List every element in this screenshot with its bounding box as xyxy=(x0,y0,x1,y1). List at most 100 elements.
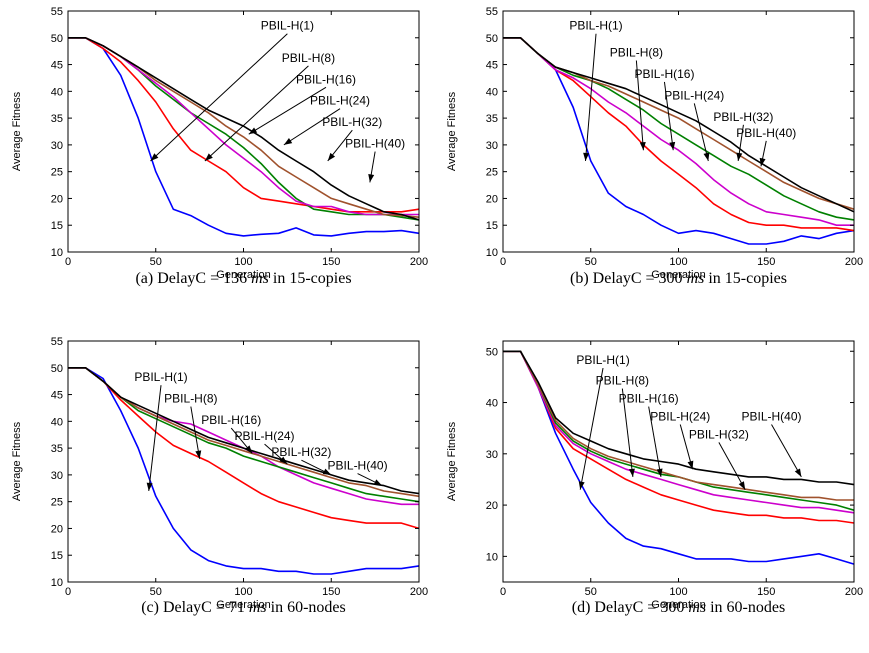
y-tick-label: 50 xyxy=(51,33,63,45)
annotation-arrow-line xyxy=(663,81,674,151)
y-tick-label: 20 xyxy=(51,523,63,535)
series-line-2 xyxy=(503,37,854,226)
annotation-label: PBIL-H(8) xyxy=(164,392,217,406)
chart-panel-3: 0 50 100 150 200 10 20 30 40 50 Generation Average … xyxy=(446,340,863,616)
x-tick-label: 0 xyxy=(500,256,506,268)
x-tick-label: 100 xyxy=(234,256,252,268)
y-tick-label: 10 xyxy=(486,551,498,563)
x-tick-label: 0 xyxy=(65,586,71,598)
y-tick-label: 40 xyxy=(51,86,63,98)
y-tick-label: 50 xyxy=(51,363,63,375)
y-tick-label: 55 xyxy=(51,336,63,348)
annotation-label: PBIL-H(40) xyxy=(736,126,796,140)
annotation-arrowhead xyxy=(248,127,258,135)
series-line-1 xyxy=(68,367,420,530)
annotation-label: PBIL-H(40) xyxy=(328,459,388,473)
annotation-arrowhead xyxy=(736,152,743,161)
annotation-arrowhead xyxy=(583,152,590,161)
x-tick-label: 50 xyxy=(150,256,162,268)
annotation-label: PBIL-H(40) xyxy=(345,137,405,151)
series-line-0 xyxy=(503,37,855,245)
annotation-arrowhead xyxy=(578,481,585,490)
annotation-arrowhead xyxy=(244,445,253,454)
annotation-arrowhead xyxy=(368,173,375,183)
annotation-arrow-line xyxy=(283,108,341,146)
y-tick-label: 40 xyxy=(486,86,498,98)
series-line-0 xyxy=(68,37,420,237)
annotation-arrow-line xyxy=(693,103,709,162)
y-axis-label: Average Fitness xyxy=(11,421,23,501)
caption-text-end: in 60-nodes xyxy=(706,599,785,616)
x-tick-label: 0 xyxy=(500,586,506,598)
annotation-label: PBIL-H(32) xyxy=(689,427,749,441)
x-tick-label: 100 xyxy=(669,256,687,268)
annotation-arrow-line xyxy=(771,424,802,478)
x-tick-label: 100 xyxy=(669,586,687,598)
x-tick-label: 150 xyxy=(757,586,775,598)
series-line-4 xyxy=(503,350,854,501)
annotation-label: PBIL-H(1) xyxy=(569,19,622,33)
y-tick-label: 55 xyxy=(51,6,63,18)
annotation-label: PBIL-H(8) xyxy=(596,374,649,388)
plot-frame xyxy=(67,10,420,253)
y-tick-label: 35 xyxy=(486,113,498,125)
y-tick-label: 30 xyxy=(51,140,63,152)
annotation-arrowhead xyxy=(639,142,646,151)
y-tick-label: 20 xyxy=(486,500,498,512)
y-axis-label: Average Fitness xyxy=(446,91,458,171)
x-tick-label: 150 xyxy=(322,256,340,268)
y-tick-label: 20 xyxy=(51,193,63,205)
annotation-label: PBIL-H(24) xyxy=(664,88,724,102)
annotation-arrow-line xyxy=(190,406,201,459)
annotation-arrowhead xyxy=(687,460,694,470)
annotation-arrow-line xyxy=(648,406,662,477)
y-tick-label: 30 xyxy=(486,140,498,152)
y-tick-label: 30 xyxy=(486,449,498,461)
panel-caption: (a) DelayC = 136 ms in 15-copies xyxy=(135,270,351,287)
series-line-5 xyxy=(503,350,855,486)
annotation-arrowhead xyxy=(738,481,746,490)
annotation-label: PBIL-H(1) xyxy=(134,370,187,384)
chart-panel-1: 0 50 100 150 200 10 15 20 25 30 35 40 45 50 55 Generati… xyxy=(446,6,863,287)
y-tick-label: 15 xyxy=(486,220,498,232)
x-tick-label: 50 xyxy=(150,586,162,598)
annotation-arrow-line xyxy=(248,86,327,135)
annotation-label: PBIL-H(8) xyxy=(282,51,335,65)
y-tick-label: 30 xyxy=(51,470,63,482)
series-line-0 xyxy=(68,367,420,575)
y-tick-label: 10 xyxy=(51,247,63,259)
annotation-label: PBIL-H(16) xyxy=(619,392,679,406)
x-tick-label: 100 xyxy=(234,586,252,598)
caption-unit: ms xyxy=(687,270,705,287)
series-line-2 xyxy=(503,350,855,514)
annotation-label: PBIL-H(16) xyxy=(296,72,356,86)
y-tick-label: 50 xyxy=(486,33,498,45)
y-tick-label: 50 xyxy=(486,346,498,358)
y-tick-label: 10 xyxy=(486,247,498,259)
annotation-arrowhead xyxy=(322,468,332,475)
x-tick-label: 200 xyxy=(410,256,428,268)
series-line-5 xyxy=(503,37,855,213)
y-tick-label: 40 xyxy=(486,398,498,410)
series-line-3 xyxy=(503,37,855,221)
panel-caption: (c) DelayC = 71 ms in 60-nodes xyxy=(141,599,346,616)
annotation-arrow-line xyxy=(621,388,634,477)
annotation-label: PBIL-H(1) xyxy=(261,19,314,33)
annotation-label: PBIL-H(24) xyxy=(650,409,710,423)
y-tick-label: 35 xyxy=(51,113,63,125)
annotation-arrowhead xyxy=(794,468,802,477)
caption-text: (a) DelayC = 136 xyxy=(135,270,251,287)
annotation-arrowhead xyxy=(279,456,288,465)
caption-unit: ms xyxy=(251,270,269,287)
x-tick-label: 200 xyxy=(845,256,863,268)
x-tick-label: 50 xyxy=(585,586,597,598)
annotation-arrowhead xyxy=(150,153,159,161)
plot-frame xyxy=(502,340,855,583)
annotation-arrow-line xyxy=(635,60,644,151)
y-tick-label: 55 xyxy=(486,6,498,18)
annotation-label: PBIL-H(16) xyxy=(201,413,261,427)
annotation-arrowhead xyxy=(327,152,336,161)
y-tick-label: 25 xyxy=(51,497,63,509)
annotation-arrowhead xyxy=(204,153,213,161)
